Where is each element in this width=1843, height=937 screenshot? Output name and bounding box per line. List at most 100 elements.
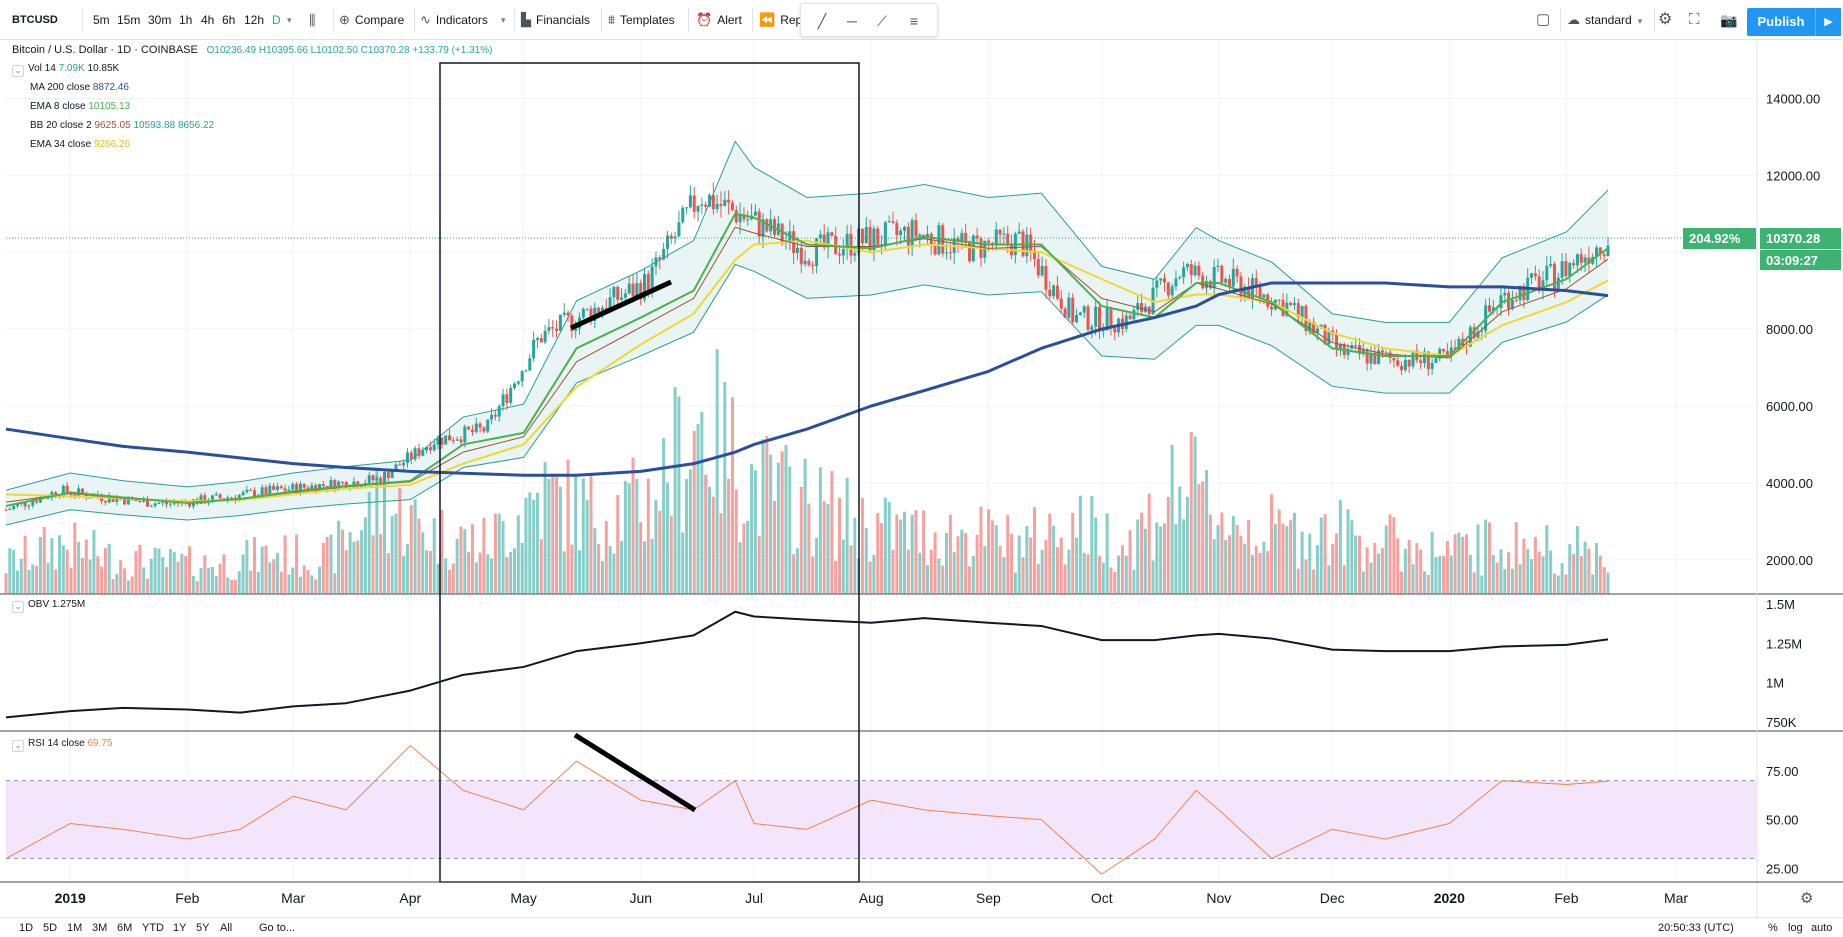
- interval-1h[interactable]: 1h: [179, 13, 193, 27]
- symbol-search[interactable]: BTCUSD: [12, 14, 58, 26]
- volume-bar: [1319, 517, 1323, 594]
- indicators-dropdown-icon[interactable]: ▾: [501, 15, 506, 25]
- candle-body: [402, 462, 406, 466]
- candle-body: [685, 207, 689, 209]
- candle-body: [214, 494, 218, 496]
- candle-body: [100, 496, 104, 501]
- fib-tool-icon[interactable]: ≡: [909, 13, 919, 29]
- candle-body: [532, 339, 536, 359]
- volume-bar: [474, 562, 478, 594]
- volume-bar: [306, 569, 310, 594]
- ma200-legend[interactable]: MA 200 close 8872.46: [12, 81, 129, 95]
- collapse-legend-icon[interactable]: ⌄: [12, 740, 24, 752]
- layout-selector[interactable]: ☁ standard ▾: [1567, 9, 1642, 31]
- volume-bar: [1235, 525, 1239, 594]
- candle-body: [1224, 278, 1228, 283]
- replay-button[interactable]: ⏪ Rep: [759, 9, 802, 31]
- candle-body: [524, 370, 528, 372]
- ema8-legend[interactable]: EMA 8 close 10105.13: [12, 100, 130, 114]
- volume-bar: [1159, 526, 1163, 594]
- candle-body: [620, 297, 624, 300]
- ema8-line: [5, 212, 1609, 507]
- publish-dropdown-icon[interactable]: ▶: [1815, 8, 1841, 36]
- collapse-legend-icon[interactable]: ⌄: [12, 65, 24, 77]
- range-1d[interactable]: 1D: [19, 922, 34, 934]
- range-5d[interactable]: 5D: [43, 922, 58, 934]
- candle-body: [360, 485, 364, 487]
- volume-bar: [230, 579, 234, 594]
- fullscreen-icon[interactable]: ⛶: [1689, 11, 1700, 28]
- compare-button[interactable]: ⊕ Compare: [339, 9, 404, 31]
- interval-6h[interactable]: 6h: [222, 13, 236, 27]
- range-1m[interactable]: 1M: [67, 922, 83, 934]
- volume-bar: [302, 565, 306, 594]
- interval-12h[interactable]: 12h: [244, 13, 265, 27]
- range-ytd[interactable]: YTD: [142, 922, 164, 934]
- interval-15m[interactable]: 15m: [117, 13, 141, 27]
- volume-bar: [1048, 513, 1052, 594]
- rsi-legend[interactable]: ⌄ RSI 14 close 69.75: [12, 737, 113, 752]
- gear-icon[interactable]: ⚙: [1658, 11, 1673, 28]
- volume-bar: [12, 550, 16, 594]
- volume-bar: [1373, 542, 1377, 594]
- volume-bar: [344, 550, 348, 594]
- volume-bar: [379, 534, 383, 594]
- interval-dropdown-icon[interactable]: ▾: [287, 15, 292, 25]
- candle-body: [505, 394, 509, 403]
- horizontal-line-tool-icon[interactable]: ─: [847, 13, 857, 29]
- range-all[interactable]: All: [220, 922, 233, 934]
- candle-body: [1472, 327, 1476, 338]
- pitchfork-tool-icon[interactable]: ⟋: [877, 13, 887, 29]
- volume-legend[interactable]: ⌄ Vol 14 7.09K 10.85K: [12, 62, 119, 77]
- chart-canvas[interactable]: 14000.00 12000.00 8000.00 6000.00 4000.00 200…: [0, 0, 1843, 917]
- candle-body: [998, 229, 1002, 235]
- publish-button[interactable]: Publish: [1747, 8, 1815, 36]
- alert-button[interactable]: ⏰ Alert: [696, 9, 742, 31]
- interval-5m[interactable]: 5m: [93, 13, 110, 27]
- volume-bar: [1510, 568, 1514, 594]
- interval-30m[interactable]: 30m: [148, 13, 172, 27]
- volume-bar: [532, 499, 536, 594]
- range-3m[interactable]: 3M: [92, 922, 108, 934]
- volume-bar: [1094, 517, 1098, 594]
- interval-d[interactable]: D: [272, 13, 281, 27]
- range-5y[interactable]: 5Y: [196, 922, 210, 934]
- candle-style-icon[interactable]: ⫼: [309, 12, 316, 28]
- candle-body: [692, 195, 696, 212]
- goto-date-button[interactable]: Go to...: [259, 922, 296, 934]
- volume-bar: [1533, 536, 1537, 594]
- volume-bar: [1075, 537, 1079, 594]
- candle-body: [535, 338, 539, 340]
- volume-bar: [268, 562, 272, 594]
- candle-body: [1082, 306, 1086, 313]
- candle-body: [719, 203, 723, 206]
- range-1y[interactable]: 1Y: [173, 922, 187, 934]
- candle-body: [520, 371, 524, 382]
- financials-button[interactable]: ▙ Financials: [521, 9, 590, 31]
- auto-scale-toggle[interactable]: auto: [1811, 922, 1833, 934]
- candle-body: [1036, 259, 1040, 276]
- obv-legend[interactable]: ⌄ OBV 1.275M: [12, 598, 85, 613]
- interval-4h[interactable]: 4h: [201, 13, 215, 27]
- percent-scale-toggle[interactable]: %: [1768, 922, 1778, 934]
- candle-body: [1312, 321, 1316, 334]
- ema34-legend[interactable]: EMA 34 close 9266.26: [12, 138, 130, 152]
- candle-body: [597, 307, 601, 313]
- collapse-legend-icon[interactable]: ⌄: [12, 601, 24, 613]
- volume-bar: [352, 541, 356, 594]
- candle-body: [551, 327, 555, 329]
- utc-clock[interactable]: 20:50:33 (UTC): [1658, 922, 1734, 934]
- volume-bar: [1579, 555, 1583, 594]
- range-6m[interactable]: 6M: [117, 922, 133, 934]
- bb-legend[interactable]: BB 20 close 2 9625.05 10593.88 8656.22: [12, 119, 214, 133]
- camera-icon[interactable]: 📷: [1720, 12, 1738, 28]
- templates-button[interactable]: ⩩ Templates: [608, 9, 675, 31]
- volume-bar: [1189, 432, 1193, 594]
- volume-bar: [1071, 512, 1075, 594]
- indicators-button[interactable]: ∿ Indicators: [420, 9, 488, 31]
- replay-label: Rep: [780, 13, 803, 27]
- fullscreen-square-icon[interactable]: ▢: [1536, 11, 1551, 28]
- candle-body: [1059, 298, 1063, 309]
- trend-line-tool-icon[interactable]: ╱: [817, 13, 827, 29]
- log-scale-toggle[interactable]: log: [1788, 922, 1803, 934]
